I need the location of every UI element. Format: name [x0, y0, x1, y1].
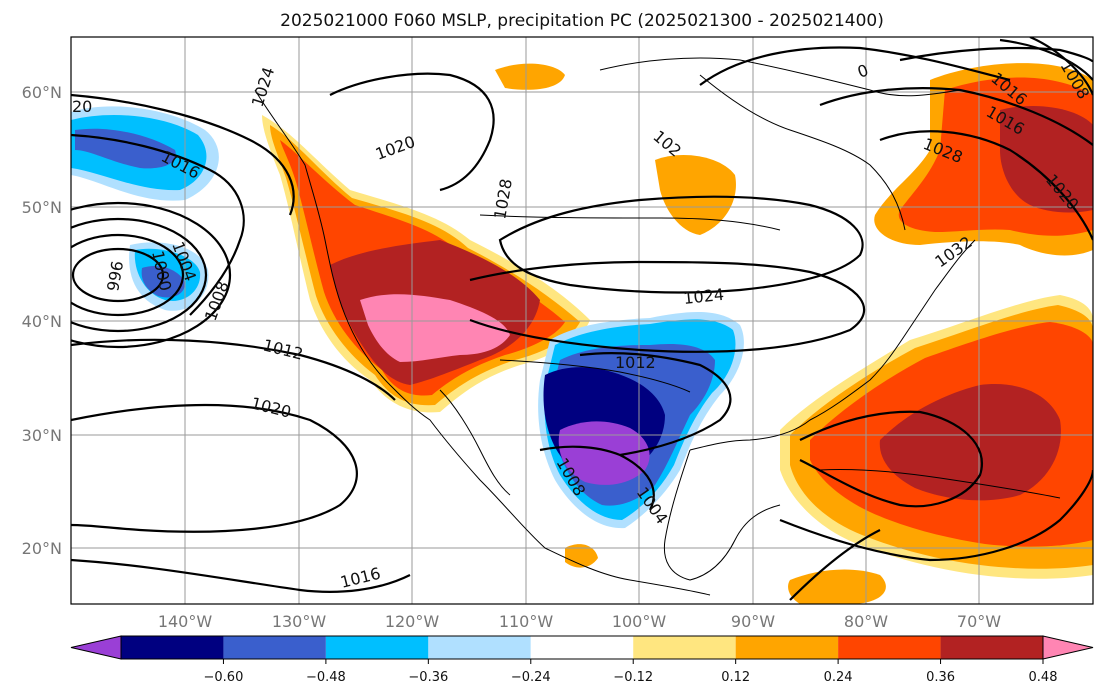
colorbar-segment — [940, 636, 1043, 659]
colorbar-segment — [530, 636, 634, 659]
map-panel: 20 1024 1020 1028 1016 996 1000 1004 100… — [70, 36, 1094, 605]
isobar-label: 1024 — [682, 285, 724, 308]
colorbar-segment — [325, 636, 429, 659]
isobar-label: 1012 — [615, 353, 656, 372]
isobar-labels: 20 1024 1020 1028 1016 996 1000 1004 100… — [72, 58, 1093, 592]
lat-label: 40°N — [22, 312, 62, 331]
colorbar-tick-label: 0.24 — [824, 670, 853, 685]
lon-label: 90°W — [731, 612, 775, 631]
colorbar-extend-high — [1042, 635, 1094, 660]
precip-negative-south — [538, 312, 744, 529]
colorbar-tick-label: −0.36 — [408, 670, 448, 685]
lon-label: 70°W — [957, 612, 1001, 631]
map-frame — [70, 36, 1094, 605]
precip-positive-atlantic — [565, 295, 1093, 604]
colorbar-segment — [223, 636, 326, 659]
colorbar-tick-label: −0.60 — [204, 670, 244, 685]
precip-negative-pacific — [71, 106, 219, 311]
lat-label: 20°N — [22, 539, 62, 558]
coastlines — [254, 57, 1061, 596]
longitude-labels: 140°W 130°W 120°W 110°W 100°W 90°W 80°W … — [158, 612, 1001, 631]
lon-label: 120°W — [385, 612, 440, 631]
lat-label: 30°N — [22, 426, 62, 445]
colorbar-tick-label: 0.36 — [926, 670, 955, 685]
lon-label: 80°W — [844, 612, 888, 631]
isobar-label: 20 — [72, 97, 92, 116]
colorbar-segment — [735, 636, 839, 659]
isobars — [71, 37, 1093, 601]
colorbar-segment — [428, 636, 531, 659]
lat-label: 50°N — [22, 198, 62, 217]
colorbar-extend-low — [70, 635, 122, 660]
precip-positive-west — [262, 115, 590, 413]
colorbar-tick-label: 0.48 — [1029, 670, 1058, 685]
latitude-labels: 60°N 50°N 40°N 30°N 20°N — [22, 83, 62, 558]
colorbar-tick-label: −0.12 — [613, 670, 653, 685]
colorbar-segment — [838, 636, 941, 659]
lon-label: 130°W — [272, 612, 327, 631]
lat-label: 60°N — [22, 83, 62, 102]
colorbar-segment — [121, 636, 224, 659]
lon-label: 110°W — [499, 612, 554, 631]
colorbar: −0.60 −0.48 −0.36 −0.24 −0.12 0.12 0.24 0.36 0.4… — [70, 635, 1094, 685]
colorbar-ticks: −0.60 −0.48 −0.36 −0.24 −0.12 0.12 0.24 0.36 0.4… — [204, 659, 1058, 685]
map-content: 20 1024 1020 1028 1016 996 1000 1004 100… — [71, 37, 1093, 604]
colorbar-tick-label: −0.24 — [511, 670, 551, 685]
map-title: 2025021000 F060 MSLP, precipitation PC (… — [280, 11, 884, 31]
lon-label: 100°W — [612, 612, 667, 631]
lon-label: 140°W — [158, 612, 213, 631]
colorbar-tick-label: −0.48 — [306, 670, 346, 685]
colorbar-segment — [633, 636, 736, 659]
colorbar-tick-label: 0.12 — [721, 670, 750, 685]
colorbar-segments — [70, 635, 1094, 660]
colorbar-border — [120, 635, 1044, 660]
